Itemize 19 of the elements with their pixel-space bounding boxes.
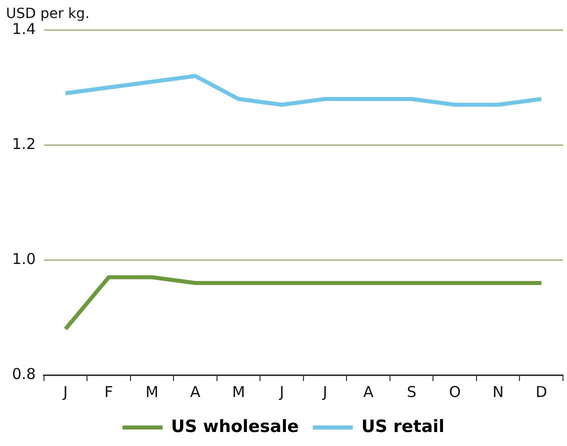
y-tick-label: 1.0 [12, 250, 36, 268]
x-tick-label: M [146, 382, 158, 401]
y-axis-title: USD per kg. [6, 6, 90, 22]
y-tick-label: 1.2 [12, 134, 36, 153]
x-tick-label: F [104, 382, 114, 401]
legend-label: US retail [361, 416, 444, 437]
x-tick-label: J [278, 382, 284, 401]
x-tick-label: D [536, 382, 548, 401]
x-tick-label: S [406, 382, 416, 401]
legend-label: US wholesale [171, 416, 299, 437]
x-tick-label: O [448, 382, 461, 401]
x-tick-label: M [232, 382, 246, 401]
y-tick-label: 0.8 [12, 364, 36, 383]
y-tick-label: 1.4 [12, 20, 36, 38]
x-tick-label: A [190, 382, 202, 401]
x-tick-label: N [492, 382, 504, 401]
x-tick-label: J [322, 382, 328, 401]
x-tick-label: J [62, 382, 68, 401]
x-tick-label: A [363, 382, 374, 401]
